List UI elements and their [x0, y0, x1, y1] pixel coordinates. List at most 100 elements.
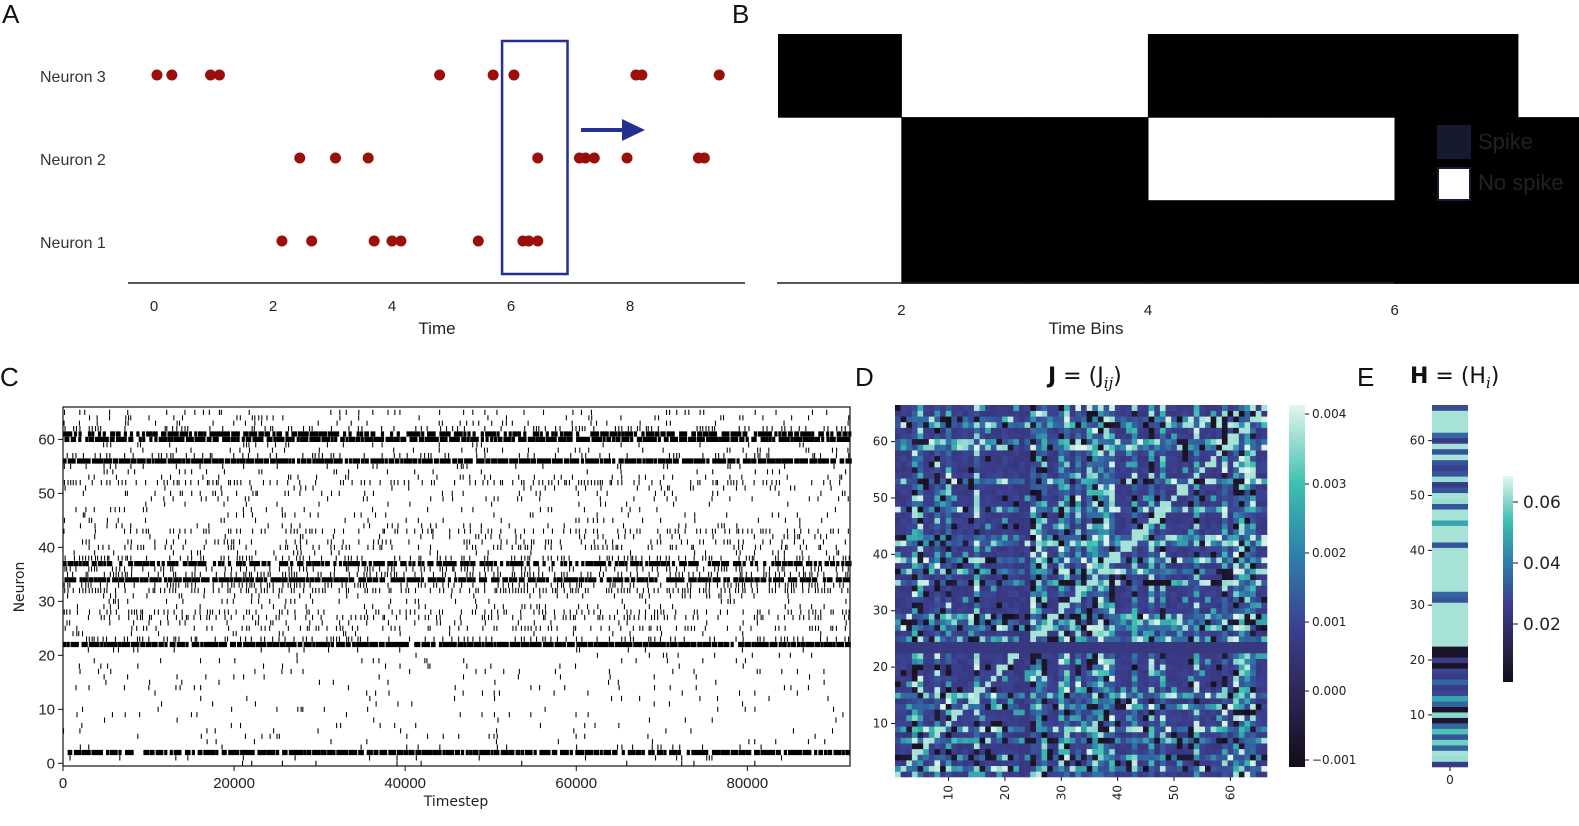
panel-e-y-tick-4: 50 [1410, 489, 1425, 503]
spike-dot-neuron-1-3 [386, 235, 398, 247]
panel-d-x-tick-1: 20 [998, 785, 1012, 800]
panel-label-e: E [1357, 362, 1374, 392]
bin-cell-r1-c6 [1517, 117, 1579, 201]
spike-dot-neuron-2-0 [294, 152, 306, 164]
bin-cell-r1-c2 [1024, 117, 1149, 201]
panel-d-coupling-matrix: J = (Jij) 10 20 30 40 50 60 10 20 30 40 50 60 0.004… [873, 364, 1357, 800]
panel-d-title-eq: = (J [1056, 364, 1104, 389]
legend-spike-swatch [1437, 125, 1471, 159]
raster-row-neuron-56 [63, 458, 852, 464]
bin-cell-r1-c1 [901, 117, 1026, 201]
panel-c-x-tick-0: 0 [59, 775, 67, 792]
spike-dot-neuron-3-5 [487, 69, 499, 81]
raster-row-neuron-23 [86, 636, 850, 642]
panel-e-x-tick-0: 0 [1446, 773, 1454, 787]
spike-dot-neuron-2-3 [532, 152, 544, 164]
panel-d-y-tick-3: 40 [873, 547, 888, 561]
spike-dot-neuron-3-3 [213, 69, 225, 81]
bin-cell-r2-c1 [901, 200, 1026, 284]
sliding-arrow-icon [581, 119, 645, 141]
neuron-1-label: Neuron 1 [40, 235, 106, 252]
panel-d-colorbar-tick-4: 0.000 [1312, 684, 1346, 698]
panel-c-x-tick-1: 20000 [213, 775, 255, 792]
raster-row-neuron-33 [63, 582, 844, 588]
neuron-2-label: Neuron 2 [40, 152, 106, 169]
panel-label-c: C [0, 362, 19, 392]
spike-dot-neuron-3-0 [151, 69, 163, 81]
spike-dot-neuron-2-9 [698, 152, 710, 164]
panel-e-y-tick-0: 10 [1410, 708, 1425, 722]
bin-cell-r0-c5 [1394, 34, 1519, 118]
raster-row-neuron-38 [64, 555, 850, 561]
raster-row-neuron-60 [64, 436, 851, 442]
panel-e-y-tick-5: 60 [1410, 434, 1425, 448]
panel-d-title: J = (Jij) [1046, 364, 1122, 392]
panel-e-colorbar-tick-0: 0.06 [1523, 493, 1561, 513]
panel-c-plot-area [63, 407, 850, 766]
panel-d-title-end: ) [1113, 364, 1122, 389]
panel-d-title-sub: ij [1104, 374, 1114, 392]
raster-row-neuron-36 [64, 566, 849, 572]
panel-b-x-tick-1: 4 [1144, 302, 1152, 319]
sliding-window-box [500, 39, 569, 276]
spike-dot-neuron-3-8 [636, 69, 648, 81]
panel-b-xlabel: Time Bins [1049, 319, 1124, 338]
panel-c-frame [62, 406, 851, 767]
spike-dot-neuron-1-1 [306, 235, 318, 247]
bin-cell-r0-c4 [1271, 34, 1396, 118]
raster-row-neuron-28 [63, 609, 850, 615]
spike-dot-neuron-1-7 [523, 235, 535, 247]
panel-d-colorbar-tick-3: 0.001 [1312, 615, 1346, 629]
panel-a-x-tick-1: 2 [269, 298, 277, 315]
panel-label-d: D [855, 362, 874, 392]
panel-d-y-tick-5: 60 [873, 435, 888, 449]
panel-d-y-tick-1: 20 [873, 660, 888, 674]
panel-c-y-tick-2: 20 [38, 647, 55, 664]
raster-row-neuron-34 [64, 577, 851, 583]
spike-dot-neuron-2-1 [329, 152, 341, 164]
panel-e-colorbar-tick-1: 0.04 [1523, 554, 1561, 574]
panel-e-y-tick-3: 40 [1410, 543, 1425, 557]
bin-cell-r0-c0 [778, 34, 902, 118]
panel-d-x-tick-4: 50 [1167, 785, 1181, 800]
spike-dot-neuron-3-1 [166, 69, 178, 81]
panel-e-field-vector: H = (Hi) 10 20 30 40 50 60 0 0.06 0.04 0.02 [1410, 364, 1561, 787]
spike-dot-neuron-1-0 [276, 235, 288, 247]
raster-row-neuron-9 [76, 712, 844, 718]
raster-row-neuron-22 [63, 641, 851, 648]
bin-cell-r0-c3 [1147, 34, 1272, 118]
raster-row-neuron-45 [63, 517, 823, 523]
spike-dot-neuron-3-4 [434, 69, 446, 81]
panel-c-y-tick-1: 10 [38, 701, 55, 718]
panel-c-xlabel: Timestep [423, 794, 489, 810]
panel-label-a: A [2, 0, 20, 29]
raster-row-neuron-8 [104, 717, 837, 723]
panel-label-b: B [732, 0, 749, 29]
bin-cell-r2-c6 [1517, 200, 1579, 284]
panel-c-y-tick-4: 40 [38, 539, 55, 556]
raster-row-neuron-0 [242, 760, 756, 766]
panel-e-title-end: ) [1491, 364, 1500, 389]
panel-b-binned: 246810 Time Bins Spike No spike [777, 34, 1579, 338]
panel-c-y-tick-0: 0 [47, 755, 55, 772]
spike-dot-neuron-3-9 [713, 69, 725, 81]
coupling-matrix-cells [895, 405, 1268, 778]
spike-dot-neuron-1-5 [472, 235, 484, 247]
panel-d-colorbar-tick-0: 0.004 [1312, 407, 1346, 421]
panel-a-x-tick-0: 0 [150, 298, 158, 315]
panel-e-title-sub: i [1486, 374, 1491, 392]
panel-e-colorbar [1503, 476, 1513, 682]
panel-b-x-tick-0: 2 [897, 302, 905, 319]
spike-dot-neuron-1-8 [532, 235, 544, 247]
panel-c-ylabel: Neuron [12, 562, 28, 613]
legend-spike-label: Spike [1478, 129, 1533, 154]
bin-cell-r2-c4 [1271, 200, 1396, 284]
raster-row-neuron-41 [82, 539, 846, 545]
panel-d-x-tick-2: 30 [1054, 785, 1068, 800]
panel-a-x-tick-3: 6 [507, 298, 515, 315]
raster-row-neuron-14 [75, 685, 809, 691]
panel-d-y-tick-2: 30 [873, 604, 888, 618]
panel-c-x-tick-2: 40000 [384, 775, 426, 792]
spike-dot-neuron-3-6 [508, 69, 520, 81]
